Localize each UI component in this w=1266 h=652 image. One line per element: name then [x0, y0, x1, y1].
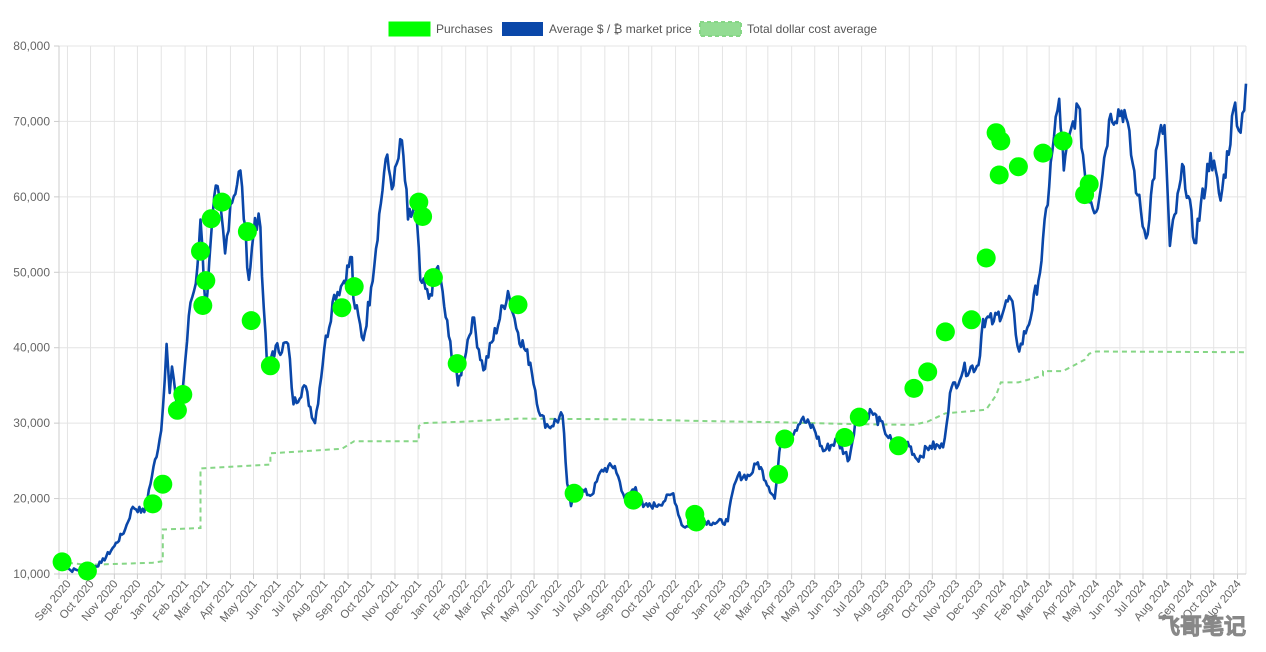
- purchase-point: [332, 298, 352, 318]
- purchase-point: [260, 356, 280, 376]
- purchase-point: [241, 311, 261, 331]
- legend-swatch-purchases: [388, 21, 431, 37]
- purchase-series: [52, 123, 1099, 581]
- y-tick-label: 60,000: [13, 190, 50, 204]
- y-tick-label: 40,000: [13, 341, 50, 355]
- purchase-point: [153, 474, 173, 494]
- purchase-point: [508, 295, 528, 315]
- purchase-point: [1008, 157, 1028, 177]
- y-tick-label: 20,000: [13, 492, 50, 506]
- y-tick-label: 70,000: [13, 114, 50, 128]
- purchase-point: [623, 490, 643, 510]
- legend-label-market-price: Average $ / ₿ market price: [549, 22, 692, 36]
- purchase-point: [237, 222, 257, 242]
- purchase-point: [196, 271, 216, 291]
- y-axis: 10,000 20,000 30,000 40,000 50,000 60,000 70,0…: [13, 39, 59, 581]
- purchase-point: [143, 494, 163, 514]
- dca-series: [58, 350, 1247, 566]
- purchase-point: [918, 362, 938, 382]
- purchase-point: [409, 192, 429, 212]
- purchase-point: [77, 561, 97, 581]
- purchase-point: [1033, 143, 1053, 163]
- purchase-point: [167, 400, 187, 420]
- purchase-point: [447, 354, 467, 374]
- legend-item-market-price[interactable]: Average $ / ₿ market price: [502, 22, 692, 36]
- price-series: [58, 83, 1248, 574]
- y-tick-label: 30,000: [13, 416, 50, 430]
- y-tick-label: 80,000: [13, 39, 50, 53]
- grid: [54, 45, 1247, 579]
- purchase-point: [1079, 174, 1099, 194]
- purchase-point: [686, 512, 706, 532]
- purchase-point: [775, 429, 795, 449]
- legend-label-dca: Total dollar cost average: [747, 22, 877, 36]
- purchase-point: [976, 248, 996, 268]
- price-line: [58, 83, 1248, 574]
- dca-line: [58, 350, 1247, 566]
- purchase-point: [962, 310, 981, 330]
- purchase-point: [423, 268, 443, 288]
- purchase-point: [344, 277, 364, 297]
- purchase-point: [52, 552, 72, 572]
- purchase-point: [212, 192, 232, 212]
- purchase-point: [991, 131, 1011, 151]
- purchase-point: [173, 385, 193, 404]
- purchase-point: [904, 378, 924, 398]
- legend-swatch-dca: [699, 21, 742, 37]
- purchase-point: [201, 209, 221, 229]
- purchase-point: [989, 165, 1009, 185]
- purchase-point: [769, 464, 789, 484]
- purchase-point: [1053, 131, 1073, 151]
- y-tick-label: 10,000: [13, 567, 50, 581]
- watermark: 飞哥笔记: [1158, 614, 1246, 640]
- legend-label-purchases: Purchases: [436, 22, 493, 36]
- purchase-point: [564, 483, 584, 503]
- purchase-point: [193, 296, 213, 315]
- legend-swatch-market-price: [502, 22, 543, 36]
- purchase-point: [191, 241, 210, 261]
- purchase-point: [889, 436, 908, 456]
- y-tick-label: 50,000: [13, 265, 50, 279]
- purchase-point: [835, 428, 855, 447]
- legend[interactable]: Purchases Average $ / ₿ market price Tot…: [388, 21, 877, 37]
- legend-item-dca[interactable]: Total dollar cost average: [699, 21, 877, 37]
- purchase-point: [849, 407, 869, 427]
- purchase-point: [413, 207, 433, 226]
- legend-item-purchases[interactable]: Purchases: [388, 21, 493, 37]
- purchase-point: [935, 322, 955, 342]
